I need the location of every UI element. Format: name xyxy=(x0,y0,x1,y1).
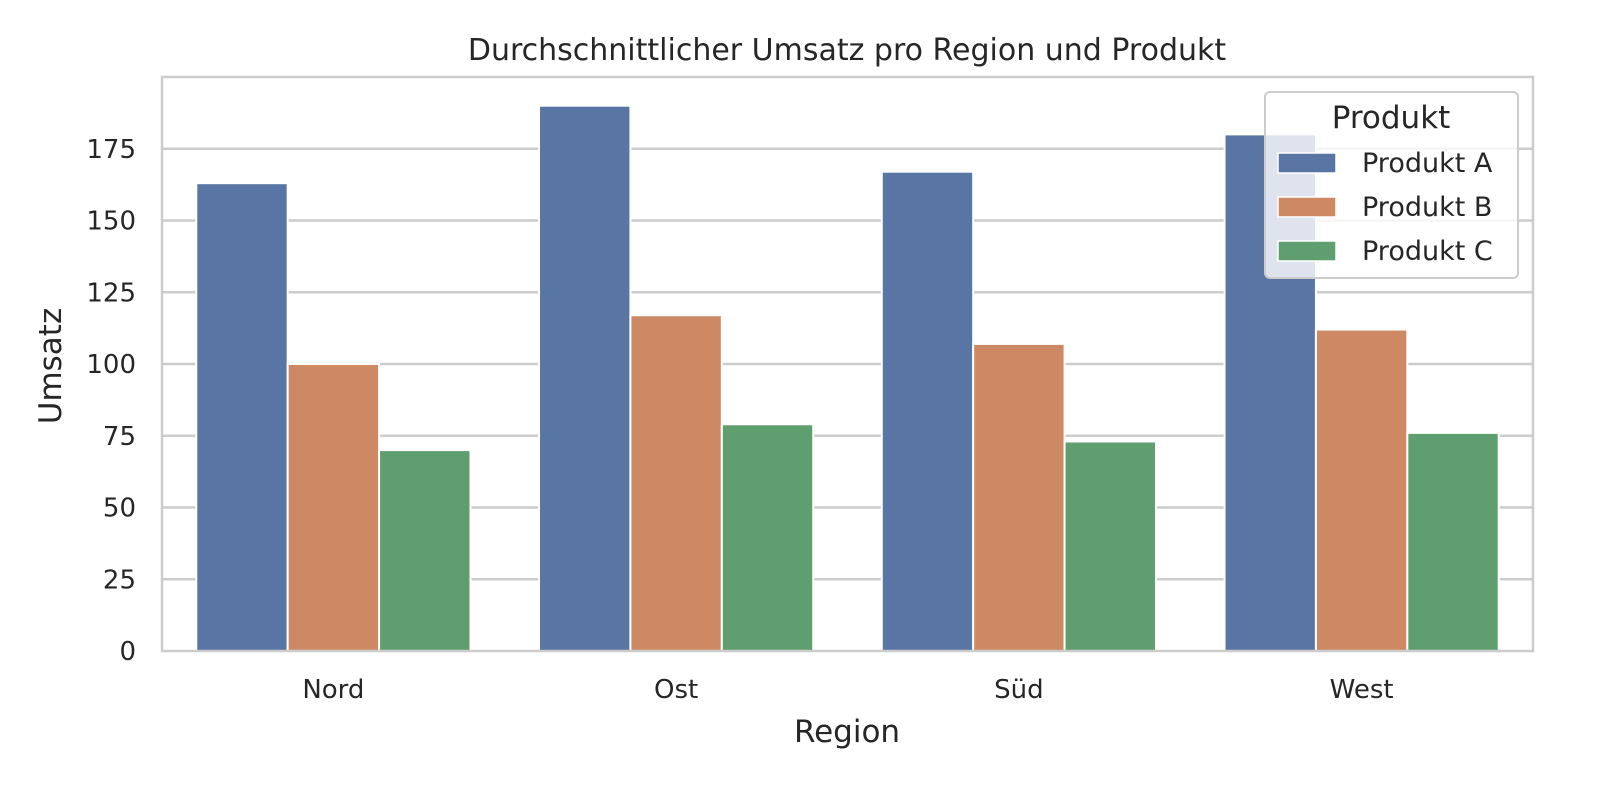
x-tick-label: West xyxy=(1330,675,1394,705)
legend: Produkt Produkt A Produkt B Produkt C xyxy=(1264,91,1519,279)
bar-produkt-b-2 xyxy=(972,342,1066,652)
bar-produkt-b-0 xyxy=(286,363,381,652)
bar-produkt-c-3 xyxy=(1406,431,1500,652)
y-tick-label: 125 xyxy=(86,278,136,308)
y-tick-labels: 0 25 50 75 100 125 150 175 xyxy=(86,135,136,667)
legend-items: Produkt A Produkt B Produkt C xyxy=(1277,148,1493,267)
plot-frame xyxy=(160,75,1535,653)
x-tick-label: Nord xyxy=(302,675,364,705)
y-tick-label: 175 xyxy=(86,135,136,165)
bar-produkt-b-1 xyxy=(629,314,723,652)
bar-produkt-a-0 xyxy=(195,182,289,652)
y-tick-label: 0 xyxy=(119,637,136,667)
x-tick-labels: Nord Ost Süd West xyxy=(302,675,1393,705)
legend-label: Produkt A xyxy=(1362,148,1493,179)
legend-label: Produkt B xyxy=(1362,192,1492,223)
x-tick-label: Süd xyxy=(994,675,1044,705)
legend-swatch xyxy=(1277,240,1337,262)
y-axis-label: Umsatz xyxy=(33,308,69,424)
chart-title: Durchschnittlicher Umsatz pro Region und… xyxy=(468,33,1227,68)
y-tick-label: 150 xyxy=(86,207,136,237)
bar-produkt-c-2 xyxy=(1063,440,1157,652)
x-axis-label: Region xyxy=(794,714,900,750)
y-tick-label: 100 xyxy=(86,350,136,380)
bar-produkt-a-1 xyxy=(538,104,632,652)
legend-swatch xyxy=(1277,196,1337,218)
y-tick-label: 50 xyxy=(103,494,136,524)
bar-produkt-c-0 xyxy=(378,449,472,652)
y-tick-label: 25 xyxy=(103,565,136,595)
bar-produkt-a-2 xyxy=(880,170,975,653)
y-tick-label: 75 xyxy=(103,422,136,452)
bar-produkt-b-3 xyxy=(1314,328,1409,652)
bar-produkt-c-1 xyxy=(720,423,815,652)
legend-label: Produkt C xyxy=(1362,236,1493,267)
legend-swatch xyxy=(1277,152,1337,174)
legend-title: Produkt xyxy=(1332,100,1451,136)
bars xyxy=(195,104,1500,653)
x-tick-label: Ost xyxy=(654,675,698,705)
legend-box xyxy=(1264,91,1519,279)
